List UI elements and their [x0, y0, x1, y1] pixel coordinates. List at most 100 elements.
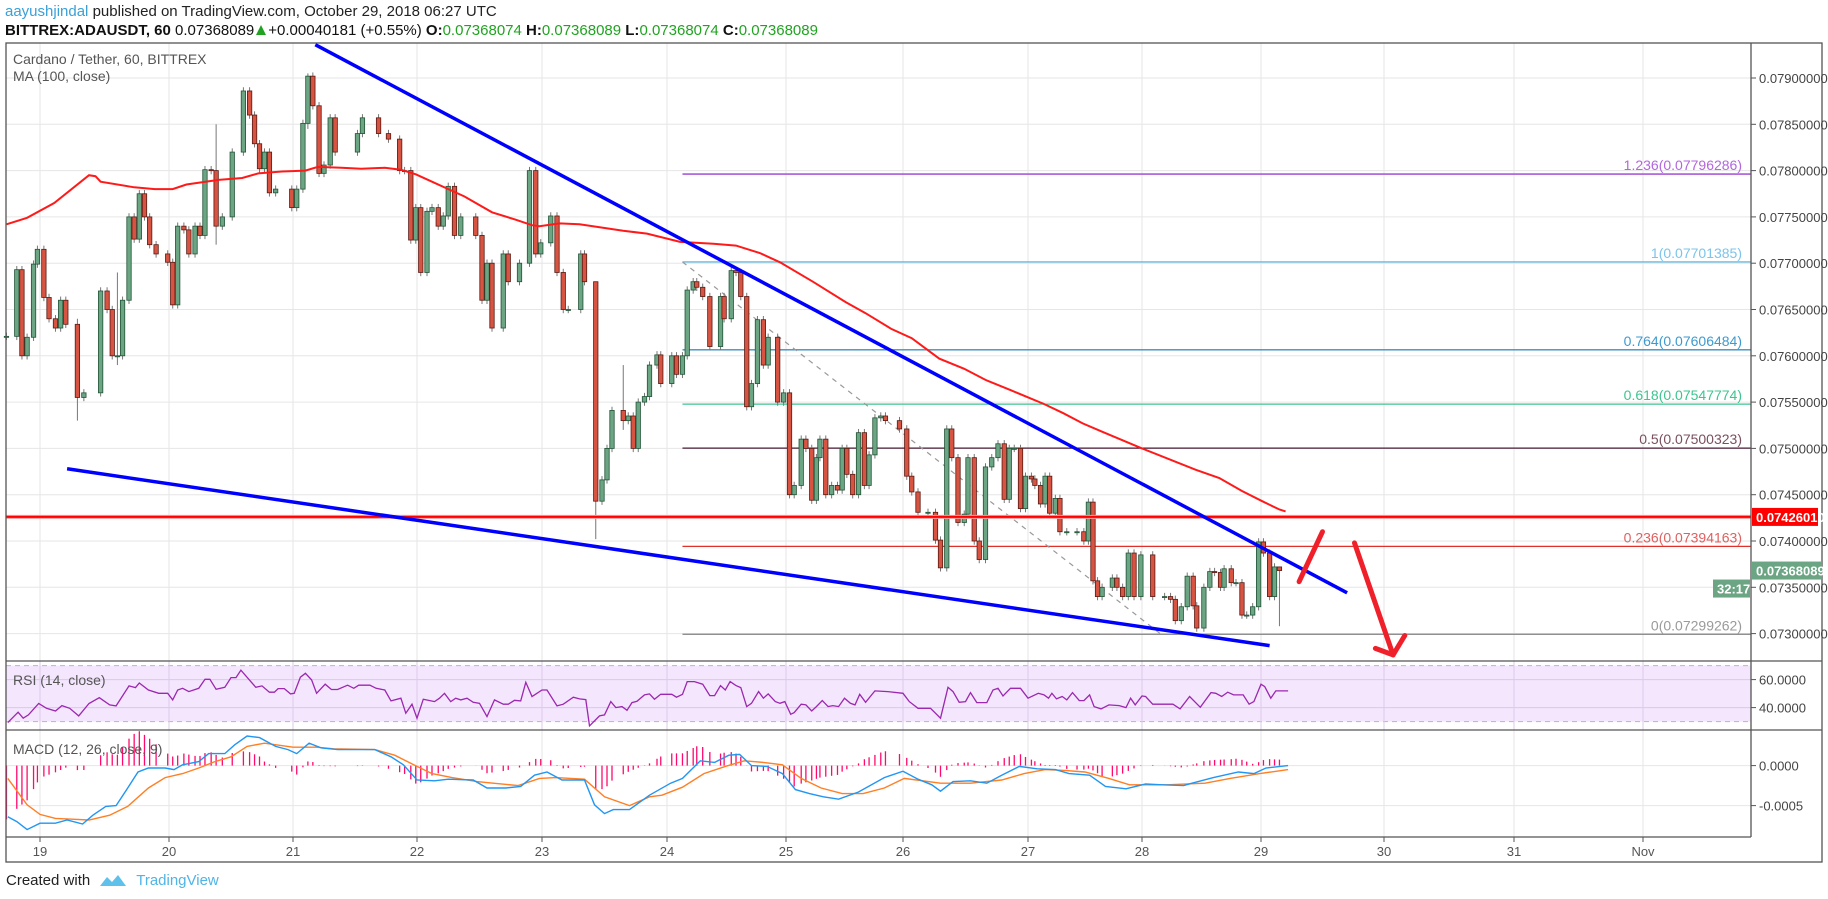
candle-body-down	[744, 296, 750, 408]
candle	[1085, 498, 1092, 545]
candle-body-up	[872, 417, 878, 456]
candle-body-down	[1001, 443, 1007, 500]
candle-body-down	[505, 253, 511, 283]
candle	[971, 453, 977, 545]
candle	[1250, 603, 1256, 619]
candle-body-up	[359, 117, 366, 134]
candle	[429, 203, 435, 216]
candle	[408, 166, 414, 244]
candle	[844, 444, 850, 479]
candle-body-up	[1250, 606, 1256, 616]
candle	[834, 481, 841, 494]
candle	[1047, 472, 1053, 517]
candle-body-up	[855, 432, 862, 496]
candle	[593, 281, 599, 540]
candle	[554, 212, 560, 277]
axes[interactable]: 0.07900000 0.07850000 0.07800000 0.07750000…	[33, 71, 1828, 859]
candle	[74, 318, 81, 421]
macd-line	[7, 735, 1289, 831]
date-axis-label: 19	[33, 844, 47, 859]
candle-body-up	[1271, 566, 1278, 597]
candle-body-up	[14, 269, 20, 337]
candle	[375, 114, 382, 138]
candle	[694, 278, 700, 291]
price-axis-label: 0.07600000	[1759, 349, 1828, 364]
drawings[interactable]	[6, 43, 1751, 658]
candle	[1001, 440, 1007, 504]
date-axis-label: 31	[1507, 844, 1521, 859]
candle-body-up	[609, 410, 615, 449]
candle	[240, 87, 246, 156]
candle	[418, 203, 424, 277]
trendline[interactable]	[314, 43, 1348, 595]
candle-body-down	[976, 540, 982, 560]
candle-body-up	[175, 225, 181, 306]
published-text: published on TradingView.com, October 29…	[92, 3, 497, 20]
chart-title: Cardano / Tether, 60, BITTREX	[13, 51, 207, 67]
candle-body-down	[418, 207, 424, 273]
candle	[305, 73, 311, 129]
candle-body-down	[809, 447, 815, 501]
candle-body-up	[798, 438, 804, 486]
candle-body-down	[850, 473, 856, 496]
candle	[165, 250, 171, 266]
candle	[538, 239, 544, 258]
author-link[interactable]: aayushjindal	[5, 3, 89, 20]
candle	[109, 305, 115, 360]
tradingview-logo-icon	[100, 875, 127, 886]
candle-body-down	[1090, 501, 1096, 582]
candle-body-down	[197, 225, 203, 236]
candle-body-down	[1172, 598, 1178, 622]
candle	[413, 203, 419, 244]
candle	[679, 352, 686, 379]
candle-body-up	[500, 253, 506, 329]
candle-body-up	[839, 447, 845, 491]
candle	[560, 268, 566, 314]
candle	[717, 292, 724, 351]
trendline[interactable]	[66, 467, 1270, 648]
candle-body-down	[760, 319, 766, 366]
candle-body-down	[658, 354, 664, 384]
price-axis-label: 0.07750000	[1759, 210, 1828, 225]
candle-body-down	[823, 438, 829, 496]
candle	[500, 250, 506, 332]
candle-body-up	[126, 216, 132, 301]
candle-body-down	[310, 75, 316, 107]
date-axis-label: 22	[410, 844, 424, 859]
fib-level-label: 0(0.07299262)	[1651, 617, 1742, 633]
fib-retracement[interactable]: 1.236(0.07796286) 1(0.07701385) 0.764(0.07…	[682, 157, 1751, 635]
candle-body-down	[554, 215, 560, 273]
price-axis-label: 0.07900000	[1759, 71, 1828, 86]
candle-body-down	[1211, 571, 1218, 573]
candle	[630, 412, 636, 453]
candle-body-up	[30, 263, 37, 338]
candle	[1201, 583, 1207, 632]
macd-signal-line	[7, 742, 1289, 821]
candle	[1011, 444, 1017, 453]
date-axis-label: 26	[896, 844, 910, 859]
hline-price-tag-box	[1752, 507, 1818, 526]
candle-body-up	[98, 290, 104, 394]
candle-body-up	[1006, 447, 1012, 500]
candle-body-down	[181, 225, 187, 231]
tradingview-link[interactable]: TradingView	[136, 871, 219, 889]
date-axis-label: Nov	[1631, 844, 1655, 859]
candle	[119, 296, 126, 360]
date-axis-label: 23	[535, 844, 549, 859]
candle	[866, 451, 872, 490]
candle-body-up	[982, 466, 989, 560]
fib-level-label: 1.236(0.07796286)	[1624, 157, 1742, 173]
candle-body-down	[834, 485, 841, 491]
candle	[479, 231, 485, 304]
arrow-head-drawing[interactable]	[1372, 633, 1408, 658]
arrow-down-drawing[interactable]	[1352, 540, 1396, 658]
candle	[604, 444, 610, 484]
candle-body-down	[109, 309, 115, 357]
candle-body-up	[305, 75, 311, 124]
check-stroke-drawing[interactable]	[1296, 529, 1325, 585]
candle-body-down	[1228, 568, 1234, 584]
candle-body-up	[1099, 586, 1105, 597]
candle	[625, 412, 631, 425]
candle-body-up	[1256, 541, 1262, 608]
